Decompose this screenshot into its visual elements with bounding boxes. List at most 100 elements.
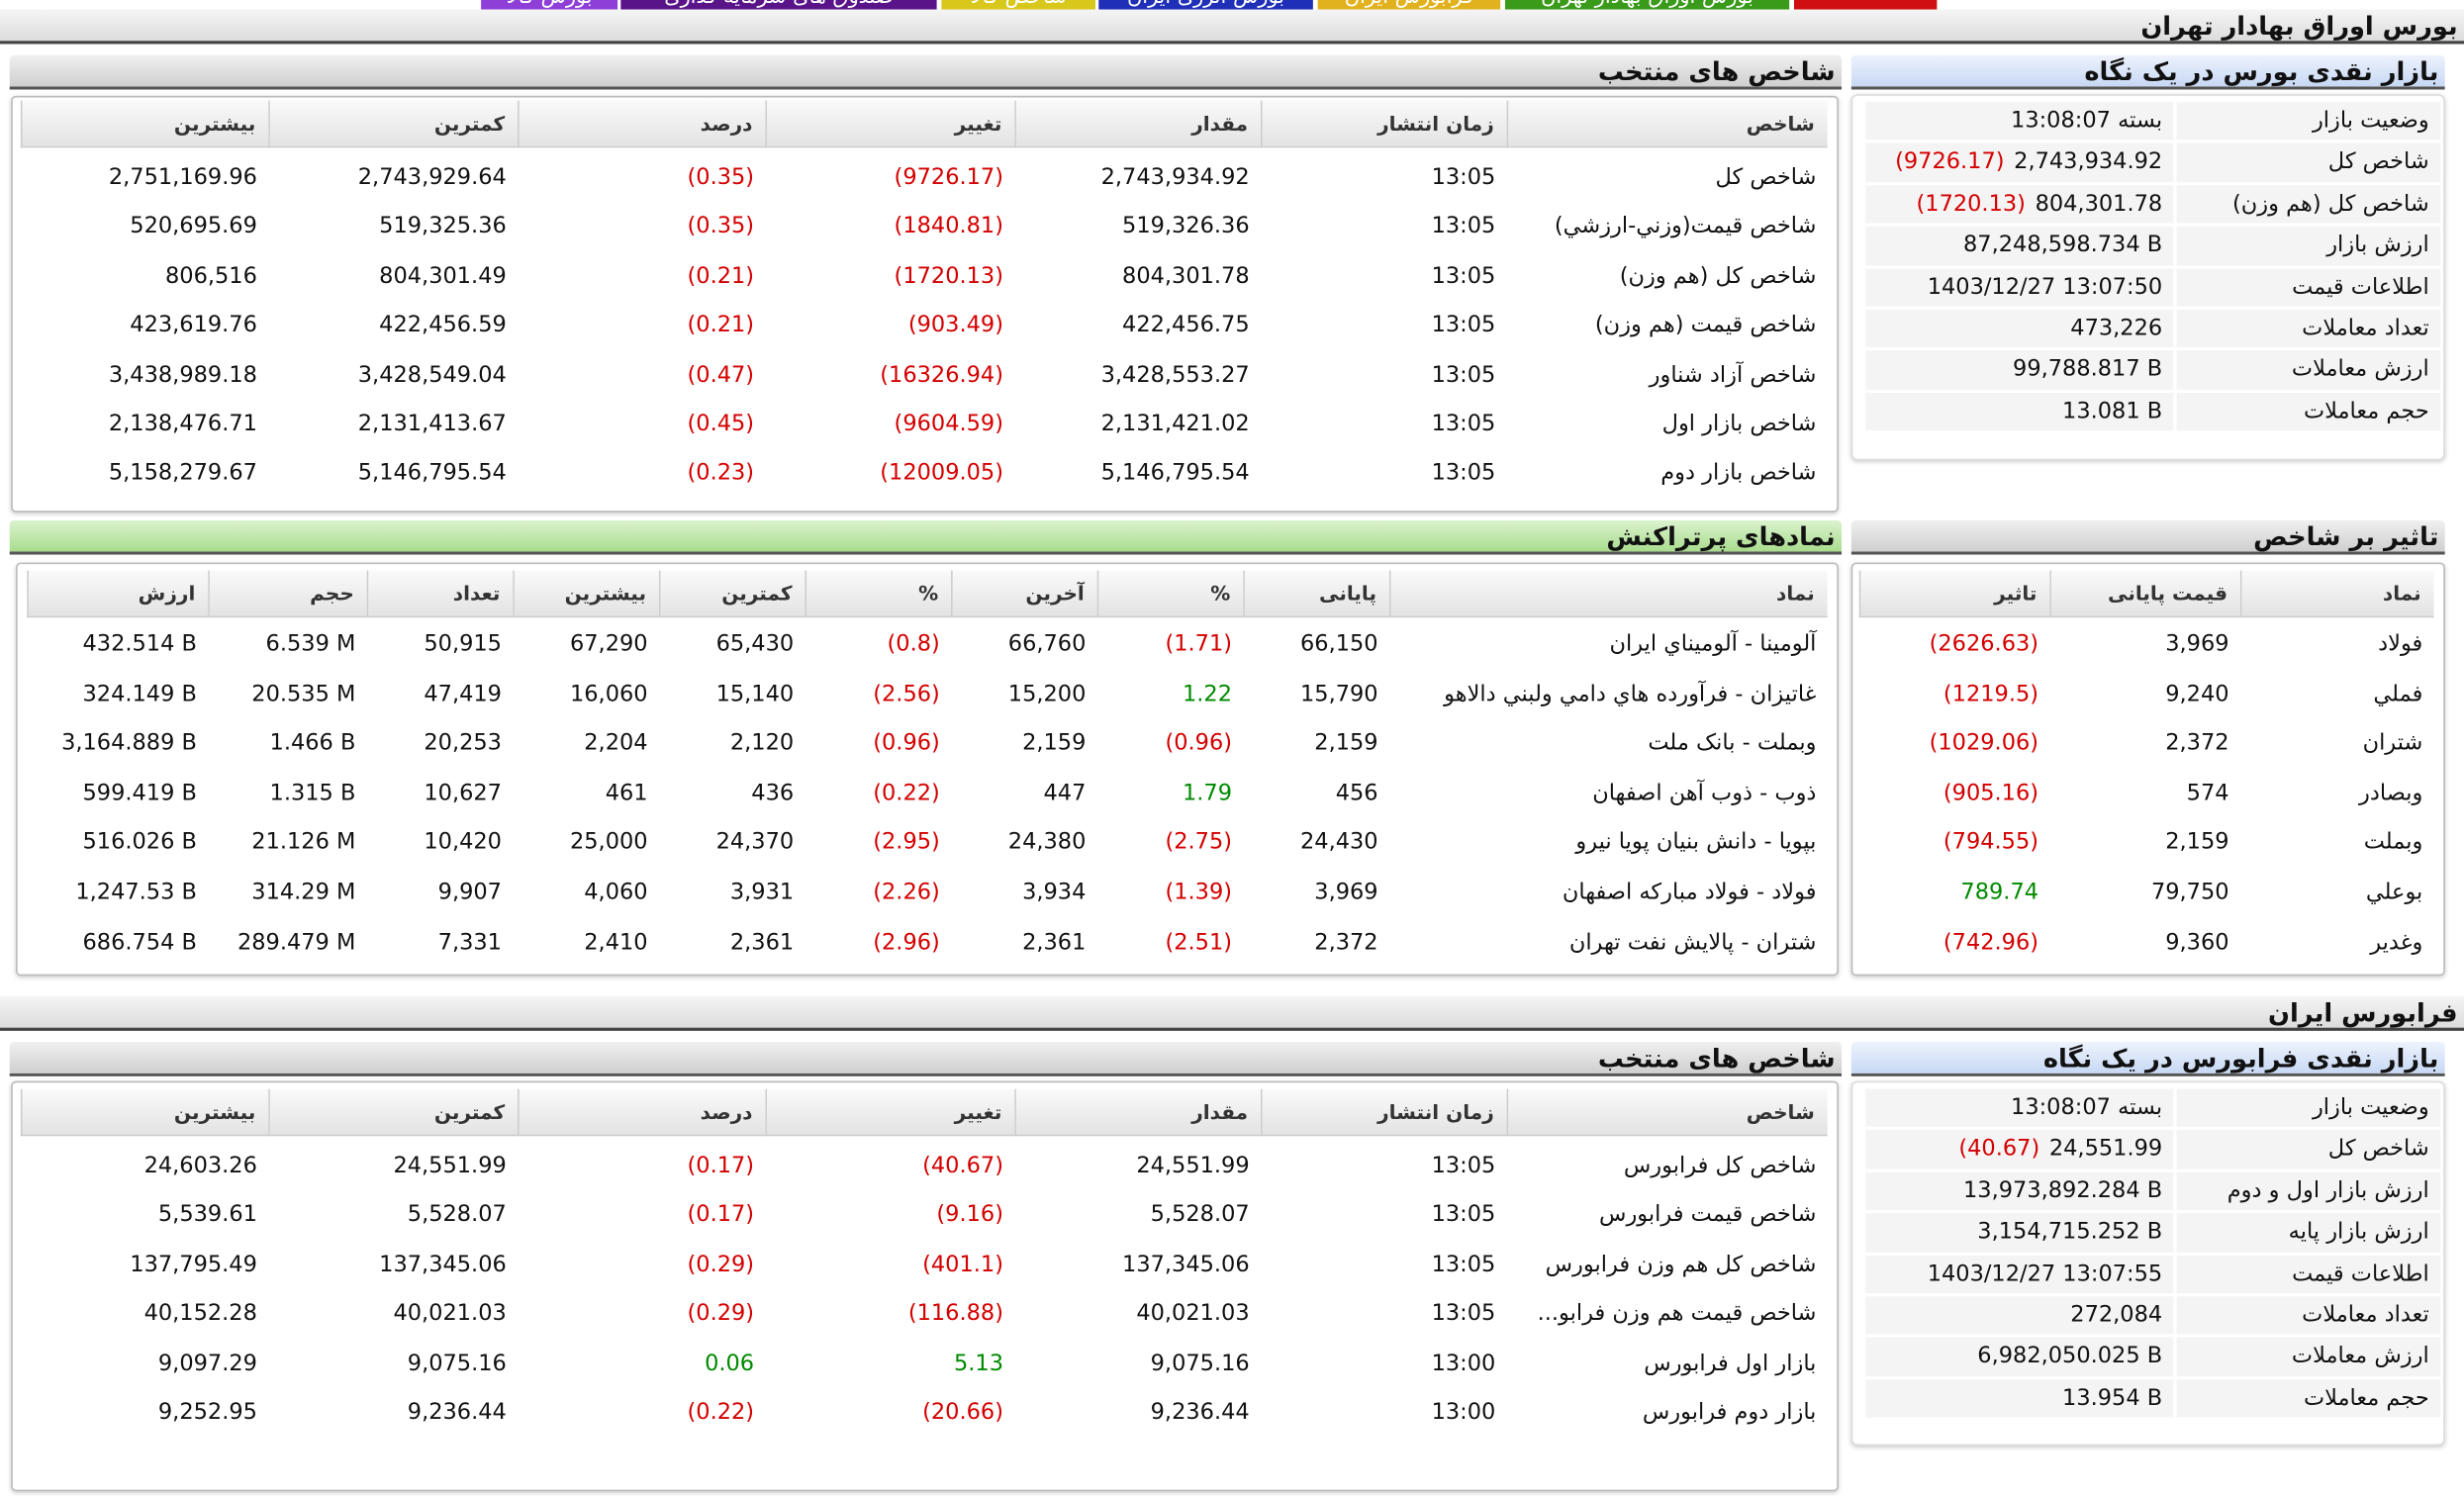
- cell-text: 9,360: [2165, 929, 2229, 955]
- cell-text: (2.56): [873, 681, 940, 707]
- overview-label: وضعیت بازار: [2176, 102, 2440, 140]
- cell-text: 9,252.95: [157, 1400, 257, 1426]
- cell-value: (0.29): [518, 1290, 765, 1340]
- cell-text: 13:00: [1431, 1400, 1496, 1426]
- cell-text: (0.29): [687, 1252, 755, 1277]
- cell-text: 2,361: [1022, 929, 1087, 955]
- cell-value: 24,430: [1243, 819, 1389, 869]
- cell-text: (0.21): [687, 313, 755, 338]
- tab[interactable]: [1793, 0, 1938, 12]
- cell-text: (794.55): [1943, 830, 2039, 856]
- cell-value: (1219.5): [1859, 671, 2050, 720]
- cell-text: (2.95): [873, 830, 940, 856]
- cell-value: 6.539 M: [208, 620, 366, 670]
- panel-header: شاخص های منتخب: [9, 54, 1843, 90]
- cell-value: 574: [2049, 770, 2240, 819]
- tab[interactable]: فرابورس ایران: [1317, 0, 1501, 12]
- overview-label: شاخص کل: [2176, 1130, 2440, 1169]
- overview-label: تعداد معاملات: [2176, 309, 2440, 348]
- cell-value: (2.56): [805, 671, 951, 720]
- row-label: غاتيزان - فرآورده هاي دامي ولبني دالاهو: [1389, 671, 1828, 720]
- tab[interactable]: شاخص کالا: [941, 0, 1096, 12]
- panel-header: بازار نقدی بورس در یک نگاه: [1850, 54, 2445, 90]
- overview-number: بسته 13:08:07: [2011, 1094, 2163, 1121]
- cell-text: 15,200: [1007, 681, 1087, 707]
- cell-value: 24,380: [951, 819, 1097, 869]
- cell-value: 2,751,169.96: [21, 154, 268, 204]
- cell-value: 47,419: [367, 671, 514, 720]
- cell-value: 13:05: [1261, 203, 1507, 252]
- cell-value: 1.315 B: [208, 770, 366, 819]
- cell-value: (1029.06): [1859, 720, 2050, 770]
- cell-text: 50,915: [424, 631, 502, 657]
- cell-text: 789.74: [1960, 880, 2039, 905]
- data-table: شاخص زمان انتشار مقدار تغییر درصد کمترین بیشتر…: [11, 95, 1839, 513]
- cell-value: 13:05: [1261, 450, 1507, 500]
- cell-text: 65,430: [715, 631, 795, 657]
- cell-value: 5,539.61: [21, 1191, 268, 1241]
- cell-text: شاخص قیمت فرابورس: [1599, 1202, 1817, 1229]
- row-label: بوعلي: [2240, 869, 2434, 918]
- overview-value: 473,226: [1865, 309, 2174, 348]
- cell-value: 13:00: [1261, 1389, 1507, 1439]
- cell-value: 9,907: [367, 869, 514, 918]
- cell-text: شتران: [2362, 730, 2423, 757]
- cell-text: 13:05: [1431, 412, 1496, 437]
- cell-value: 13:05: [1261, 154, 1507, 204]
- row-label: وغدير: [2240, 918, 2434, 968]
- cell-text: 66,150: [1300, 631, 1378, 657]
- cell-value: (2.51): [1097, 918, 1244, 968]
- row-label: وبملت - بانک ملت: [1389, 720, 1828, 770]
- cell-value: 0.06: [518, 1340, 765, 1389]
- cell-text: (905.16): [1943, 781, 2039, 806]
- tab[interactable]: صندوق های سرمایه گذاری: [620, 0, 937, 12]
- cell-text: وغدير: [2370, 929, 2423, 955]
- overview-label: اطلاعات قیمت: [2176, 1255, 2440, 1294]
- cell-value: 2,204: [513, 720, 659, 770]
- column-header: حجم: [208, 570, 367, 618]
- cell-text: 2,372: [1314, 929, 1378, 955]
- cell-value: (9.16): [765, 1191, 1014, 1241]
- row-label: شاخص آزاد شناور: [1507, 351, 1828, 401]
- row-label: شاخص بازار اول: [1507, 401, 1828, 450]
- panel-header: نمادهای پرتراکنش: [9, 519, 1843, 555]
- cell-text: 2,372: [2165, 730, 2229, 757]
- cell-value: 5,146,795.54: [1014, 450, 1261, 500]
- cell-text: 67,290: [569, 631, 648, 657]
- cell-value: (12009.05): [765, 450, 1014, 500]
- cell-value: 66,760: [951, 620, 1097, 670]
- cell-value: 24,603.26: [21, 1143, 268, 1192]
- cell-value: 24,551.99: [268, 1143, 518, 1192]
- tab[interactable]: بورس اوراق بهادار تهران: [1504, 0, 1790, 12]
- row-label: وبصادر: [2240, 770, 2434, 819]
- tab[interactable]: بورس کالا: [481, 0, 618, 12]
- cell-text: (9726.17): [894, 164, 1003, 191]
- cell-value: (0.35): [518, 203, 765, 252]
- column-header: بیشترین: [20, 100, 269, 148]
- cell-text: (0.35): [687, 214, 755, 240]
- cell-text: 516.026 B: [82, 830, 197, 856]
- tab[interactable]: بورس انرژی ایران: [1098, 0, 1313, 12]
- row-label: بازار اول فرابورس: [1507, 1340, 1828, 1389]
- cell-text: 9,097.29: [157, 1351, 257, 1376]
- column-header: تغییر: [765, 1088, 1015, 1137]
- cell-text: غاتيزان - فرآورده هاي دامي ولبني دالاهو: [1444, 681, 1817, 707]
- overview-label: تعداد معاملات: [2176, 1296, 2440, 1336]
- cell-text: 3,428,549.04: [357, 362, 507, 388]
- overview-change: (1720.13): [1916, 191, 2026, 217]
- row-label: شتران: [2240, 720, 2434, 770]
- cell-value: 13:05: [1261, 351, 1507, 401]
- cell-value: 9,075.16: [268, 1340, 518, 1389]
- section-title: بورس اوراق بهادار تهران: [0, 9, 2464, 45]
- cell-text: فولاد: [2378, 631, 2423, 657]
- overview-value: 87,248,598.734 B: [1865, 226, 2174, 265]
- overview-number: 804,301.78: [2035, 191, 2163, 217]
- overview-number: 1403/12/27 13:07:50: [1927, 274, 2163, 300]
- cell-value: (116.88): [765, 1290, 1014, 1340]
- cell-text: 16,060: [569, 681, 648, 707]
- overview-value: 804,301.78 (1720.13): [1865, 185, 2174, 224]
- cell-value: (0.17): [518, 1143, 765, 1192]
- overview-label: اطلاعات قیمت: [2176, 267, 2440, 307]
- cell-text: 3,164.889 B: [61, 730, 197, 757]
- overview-box: وضعیت بازار بسته 13:08:07 شاخص کل 24,551.99…: [1850, 1080, 2445, 1447]
